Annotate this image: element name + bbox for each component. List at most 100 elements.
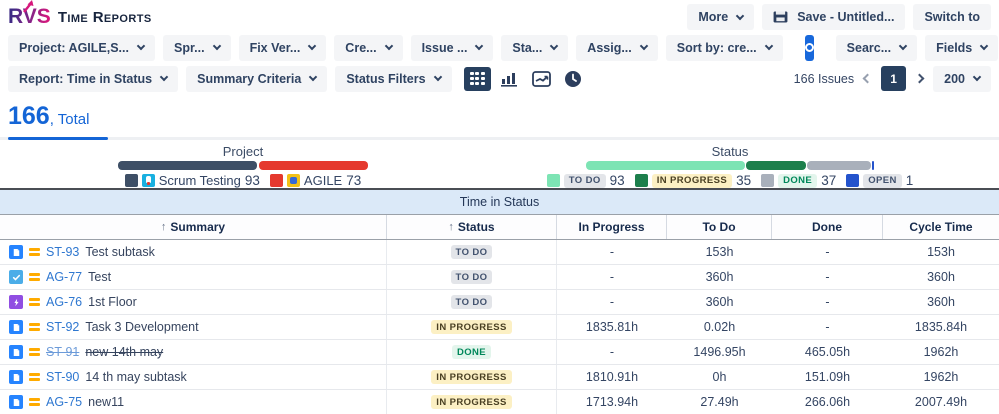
legend-item-todo[interactable]: TO DO 93 [546,173,625,188]
project-avatar-agile [286,174,300,187]
legend-item-scrum-testing[interactable]: Scrum Testing 93 [124,173,260,188]
priority-medium-icon [29,348,40,356]
line-chart-view-button[interactable] [528,67,555,91]
filter-dropdown-button[interactable]: Spr... [162,34,231,61]
clock-view-button[interactable] [560,67,587,91]
filter-dropdown-button[interactable]: Fix Ver... [238,34,327,61]
issue-summary: Test subtask [85,245,155,259]
sort-asc-icon: ↑ [448,221,454,233]
switch-to-button[interactable]: Switch to [913,4,991,30]
status-badge: TO DO [563,173,606,188]
cycle-time-cell: 1962h [923,370,959,384]
more-button[interactable]: More [687,4,755,30]
filter-label: Issue ... [421,40,468,55]
done-cell: - [825,270,830,284]
column-header-cycle-time[interactable]: Cycle Time [883,215,999,239]
bar-chart-view-button[interactable] [496,67,523,91]
project-legend: Project Scrum Testing 93 AGILE 73 [118,144,368,188]
in-progress-cell: - [609,270,615,284]
legend-item-done[interactable]: DONE 37 [761,173,836,188]
priority-medium-icon [29,398,40,406]
column-header-status[interactable]: ↑ Status [387,215,557,239]
legend-item-open[interactable]: OPEN 1 [846,173,913,188]
table-view-button[interactable] [463,66,491,91]
in-progress-cell: - [609,245,615,259]
next-page-icon[interactable] [914,73,925,84]
filter-label: Project: AGILE,S... [19,40,129,55]
column-header-in-progress[interactable]: In Progress [557,215,667,239]
issue-summary: Task 3 Development [85,320,199,334]
line-chart-icon [531,70,551,87]
filter-label: Status Filters [346,71,426,86]
table-row[interactable]: ST-91 new 14th may DONE - 1496.95h 465.0… [0,340,999,365]
status-cell: IN PROGRESS [387,315,557,339]
legend-count: 35 [736,173,752,188]
filter-dropdown-button[interactable]: Summary Criteria [186,65,328,92]
table-row[interactable]: AG-76 1st Floor TO DO - 360h - 360h [0,290,999,315]
project-stacked-bar [118,161,368,170]
filter-dropdown-button[interactable]: Report: Time in Status [8,65,179,92]
project-legend-title: Project [222,144,264,159]
bar-segment [258,161,368,170]
table-row[interactable]: ST-93 Test subtask TO DO - 153h - 153h [0,240,999,265]
table-row[interactable]: ST-90 14 th may subtask IN PROGRESS 1810… [0,365,999,390]
chevron-down-icon [475,41,484,51]
column-header-summary[interactable]: ↑ Summary [0,215,387,239]
chevron-down-icon [980,41,989,51]
issue-key-link[interactable]: ST-92 [46,320,80,334]
current-page-button[interactable]: 1 [881,66,907,91]
tab-total[interactable]: 166 , Total [8,102,89,131]
issue-key-link[interactable]: ST-91 [46,345,80,359]
issue-key-link[interactable]: ST-90 [46,370,80,384]
legend-item-inprogress[interactable]: IN PROGRESS 35 [634,173,752,188]
view-switcher [463,66,587,91]
table-row[interactable]: ST-92 Task 3 Development IN PROGRESS 183… [0,315,999,340]
switch-to-label: Switch to [924,10,980,24]
status-legend-title: Status [711,144,749,159]
save-button[interactable]: Save - Untitled... [762,4,906,30]
page-size-select[interactable]: 200 [933,65,991,92]
topbar-actions: More Save - Untitled... Switch to [687,4,991,30]
pagination: 166 Issues 1 200 [794,65,991,92]
done-cell: 465.05h [804,345,851,359]
filter-dropdown-button[interactable]: Searc... [835,34,918,61]
status-legend: Status TO DO 93 IN PROGRESS 35 DONE 37 O… [546,144,913,188]
column-header-to-do[interactable]: To Do [667,215,772,239]
color-swatch [761,174,775,187]
issue-key-link[interactable]: AG-77 [46,270,83,284]
color-swatch [846,174,860,187]
in-progress-cell: - [609,345,615,359]
total-count: 166 [8,102,50,130]
issue-key-link[interactable]: AG-76 [46,295,83,309]
issue-key-link[interactable]: AG-75 [46,395,83,409]
filter-dropdown-button[interactable]: Issue ... [410,34,494,61]
issue-summary: 1st Floor [88,295,137,309]
filter-dropdown-button[interactable]: Fields [925,34,999,61]
bar-segment [807,161,871,170]
chevron-down-icon [972,72,982,82]
filter-dropdown-button[interactable]: Status Filters [335,65,452,92]
in-progress-cell: 1835.81h [585,320,639,334]
issue-type-icon [9,270,23,284]
filter-label: Assig... [587,40,632,55]
filter-dropdown-button[interactable]: Cre... [334,34,403,61]
filter-dropdown-button[interactable]: Sta... [501,34,569,61]
issue-key-link[interactable]: ST-93 [46,245,80,259]
column-header-done[interactable]: Done [772,215,883,239]
issue-summary: new11 [88,395,125,409]
priority-medium-icon [29,373,40,381]
column-label: Status [457,220,495,234]
filter-dropdown-button[interactable]: Project: AGILE,S... [8,34,155,61]
legend-item-agile[interactable]: AGILE 73 [269,173,361,188]
filter-dropdown-button[interactable]: Assig... [576,34,658,61]
prev-page-icon[interactable] [862,73,873,84]
chevron-down-icon [159,72,169,82]
table-row[interactable]: AG-77 Test TO DO - 360h - 360h [0,265,999,290]
table-row[interactable]: AG-75 new11 IN PROGRESS 1713.94h 27.49h … [0,390,999,414]
filter-dropdown-button[interactable]: Sort by: cre... [665,34,783,61]
chevron-down-icon [898,41,908,51]
search-button[interactable] [804,34,814,61]
chevron-down-icon [384,41,393,51]
bar-segment [586,161,745,170]
summary-tab-bar: 166 , Total [0,94,999,140]
